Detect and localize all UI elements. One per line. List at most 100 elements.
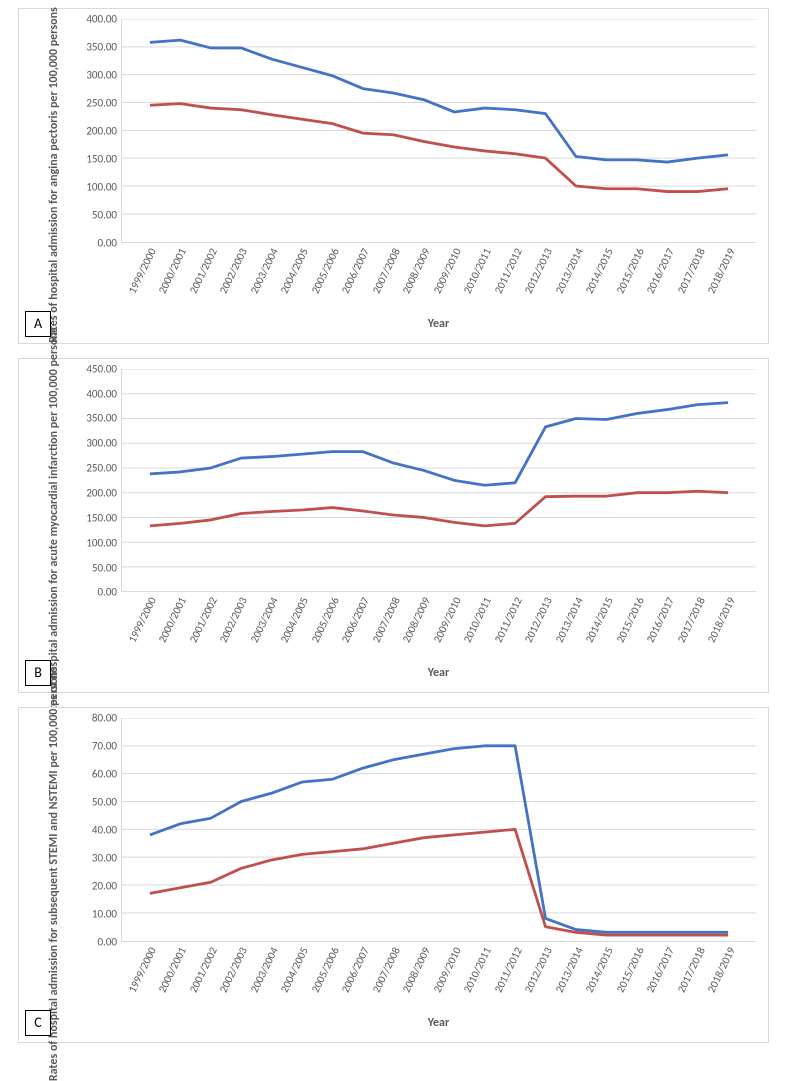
y-tick-label: 100.00 (86, 180, 117, 193)
plot-area: 0.0050.00100.00150.00200.00250.00300.003… (77, 19, 756, 243)
chart-svg (122, 718, 756, 941)
y-tick-label: 450.00 (86, 362, 117, 375)
x-tick-label: 2007/2008 (370, 246, 403, 296)
x-tick-label: 2000/2001 (156, 246, 189, 296)
y-tick-label: 80.00 (92, 712, 117, 725)
x-tick-label: 2009/2010 (431, 595, 464, 645)
x-tick-label: 2007/2008 (370, 595, 403, 645)
x-tick-label: 2004/2005 (278, 246, 311, 296)
series-line-red (150, 491, 728, 526)
y-tick-label: 150.00 (86, 511, 117, 524)
y-tick-label: 40.00 (92, 824, 117, 837)
x-tick-labels: 1999/20002000/20012001/20022002/20032003… (121, 592, 756, 666)
plot-svg-box (121, 369, 756, 593)
x-tick-label: 2016/2017 (644, 945, 677, 995)
y-tick-label: 60.00 (92, 768, 117, 781)
series-line-red (150, 830, 728, 936)
page: Rates of hospital admission for angina p… (0, 0, 787, 1057)
y-tick-label: 400.00 (86, 387, 117, 400)
panel-c: Rates of hospital admission for subseque… (18, 707, 769, 1043)
plot-svg-box (121, 19, 756, 243)
x-tick-label: 2001/2002 (187, 945, 220, 995)
chart-wrap: Rates of hospital admission for angina p… (31, 19, 756, 331)
panel-letter: C (25, 1010, 51, 1036)
y-tick-label: 300.00 (86, 437, 117, 450)
x-tick-label: 2012/2013 (522, 595, 555, 645)
y-axis-label-text: Rates of hospital admission for angina p… (47, 7, 61, 343)
x-tick-label: 2017/2018 (674, 246, 707, 296)
y-tick-label: 0.00 (97, 936, 117, 949)
x-ticks: 1999/20002000/20012001/20022002/20032003… (77, 592, 756, 666)
y-tick-label: 350.00 (86, 412, 117, 425)
x-tick-label: 2016/2017 (644, 246, 677, 296)
x-tick-label: 2004/2005 (278, 595, 311, 645)
x-tick-label: 2014/2015 (583, 246, 616, 296)
x-tick-label: 2012/2013 (522, 945, 555, 995)
y-ticks: 0.0050.00100.00150.00200.00250.00300.003… (77, 19, 121, 243)
y-tick-label: 50.00 (92, 561, 117, 574)
x-tick-label: 2013/2014 (552, 595, 585, 645)
x-tick-label: 2008/2009 (400, 246, 433, 296)
x-tick-label: 2015/2016 (613, 595, 646, 645)
y-ticks: 0.0050.00100.00150.00200.00250.00300.003… (77, 369, 121, 593)
y-tick-label: 70.00 (92, 740, 117, 753)
x-tick-label: 2009/2010 (431, 246, 464, 296)
x-tick-label: 2008/2009 (400, 945, 433, 995)
x-tick-labels: 1999/20002000/20012001/20022002/20032003… (121, 942, 756, 1016)
x-tick-label: 2004/2005 (278, 945, 311, 995)
x-tick-label: 2011/2012 (491, 595, 524, 645)
x-tick-label: 2011/2012 (491, 945, 524, 995)
x-tick-label: 1999/2000 (126, 246, 159, 296)
y-tick-label: 200.00 (86, 486, 117, 499)
x-tick-label: 2002/2003 (217, 595, 250, 645)
x-tick-label: 2005/2006 (309, 246, 342, 296)
x-tick-label: 2003/2004 (248, 246, 281, 296)
chart-wrap: Rates of hospital admission for acute my… (31, 369, 756, 681)
y-tick-label: 50.00 (92, 796, 117, 809)
y-tick-label: 300.00 (86, 68, 117, 81)
x-tick-label: 1999/2000 (126, 945, 159, 995)
x-tick-label: 2003/2004 (248, 595, 281, 645)
x-ticks: 1999/20002000/20012001/20022002/20032003… (77, 942, 756, 1016)
y-tick-label: 100.00 (86, 536, 117, 549)
y-tick-label: 10.00 (92, 908, 117, 921)
x-tick-label: 2011/2012 (491, 246, 524, 296)
y-ticks: 0.0010.0020.0030.0040.0050.0060.0070.008… (77, 718, 121, 942)
x-tick-label: 2008/2009 (400, 595, 433, 645)
x-tick-label: 2005/2006 (309, 595, 342, 645)
x-axis-label: Year (121, 666, 756, 680)
x-tick-label: 2018/2019 (705, 945, 738, 995)
x-tick-label: 2015/2016 (613, 246, 646, 296)
chart-svg (122, 19, 756, 242)
y-tick-label: 20.00 (92, 880, 117, 893)
chart-wrap: Rates of hospital admission for subseque… (31, 718, 756, 1030)
x-tick-label: 2016/2017 (644, 595, 677, 645)
y-axis-label: Rates of hospital admission for angina p… (31, 19, 77, 331)
plot-column: 0.0050.00100.00150.00200.00250.00300.003… (77, 369, 756, 681)
x-tick-label: 2007/2008 (370, 945, 403, 995)
xticks-spacer (77, 942, 121, 1016)
x-tick-label: 2002/2003 (217, 945, 250, 995)
x-tick-label: 2010/2011 (461, 595, 494, 645)
x-tick-label: 2000/2001 (156, 595, 189, 645)
x-tick-label: 2010/2011 (461, 945, 494, 995)
panel-a: Rates of hospital admission for angina p… (18, 8, 769, 344)
plot-svg-box (121, 718, 756, 942)
x-tick-label: 2006/2007 (339, 595, 372, 645)
x-tick-label: 2017/2018 (674, 945, 707, 995)
y-tick-label: 350.00 (86, 40, 117, 53)
y-tick-label: 50.00 (92, 208, 117, 221)
y-axis-label: Rates of hospital admission for subseque… (31, 718, 77, 1030)
x-tick-label: 2002/2003 (217, 246, 250, 296)
panel-b: Rates of hospital admission for acute my… (18, 358, 769, 694)
x-tick-label: 2000/2001 (156, 945, 189, 995)
x-tick-label: 1999/2000 (126, 595, 159, 645)
x-tick-label: 2017/2018 (674, 595, 707, 645)
x-tick-label: 2009/2010 (431, 945, 464, 995)
series-line-red (150, 104, 728, 192)
x-tick-label: 2010/2011 (461, 246, 494, 296)
x-axis-label: Year (121, 1016, 756, 1030)
x-tick-label: 2006/2007 (339, 246, 372, 296)
x-tick-label: 2003/2004 (248, 945, 281, 995)
y-axis-label: Rates of hospital admission for acute my… (31, 369, 77, 681)
